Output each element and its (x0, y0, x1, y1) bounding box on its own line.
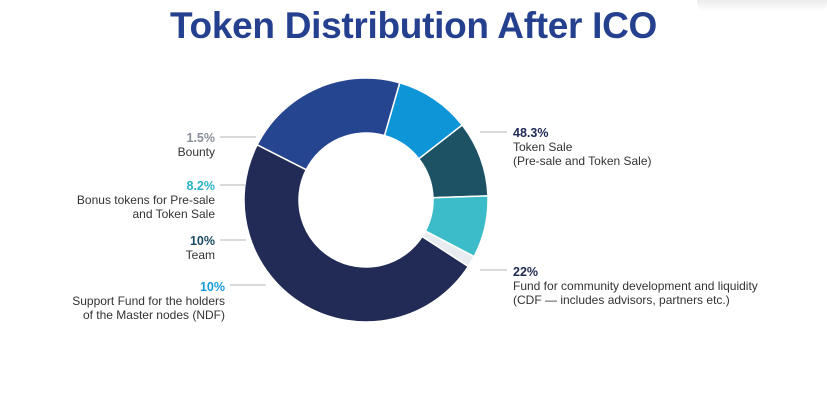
slice-percent: 10% (199, 280, 225, 294)
slice-label: 48.3% Token Sale (Pre-sale and Token Sale… (513, 126, 652, 168)
pie-slice (256, 77, 401, 171)
slice-percent: 10% (189, 234, 215, 248)
slice-percent: 1.5% (186, 131, 216, 145)
slice-label: 10% Support Fund for the holders of the M… (72, 280, 225, 322)
pie-slice (421, 230, 476, 268)
slice-description: Bounty (177, 145, 215, 159)
corner-shadow (697, 0, 827, 12)
slice-percent: 22% (513, 265, 539, 279)
slice-percent: 8.2% (186, 179, 216, 193)
chart-title: Token Distribution After ICO (170, 5, 657, 46)
slice-label: 22% Fund for community development and li… (513, 265, 758, 307)
slice-description: Fund for community development and liqui… (513, 279, 758, 307)
slice-description: Team (185, 248, 215, 262)
pie-slice (243, 143, 470, 323)
slice-description: Support Fund for the holders of the Mast… (72, 294, 225, 322)
slice-label: 1.5% Bounty (178, 131, 215, 159)
slice-description: Bonus tokens for Pre-sale and Token Sale (76, 193, 215, 221)
slice-description: Token Sale (Pre-sale and Token Sale) (513, 140, 652, 168)
slice-label: 8.2% Bonus tokens for Pre-sale and Token … (77, 179, 215, 221)
slice-percent: 48.3% (513, 126, 549, 140)
slice-label: 10% Team (186, 234, 215, 262)
